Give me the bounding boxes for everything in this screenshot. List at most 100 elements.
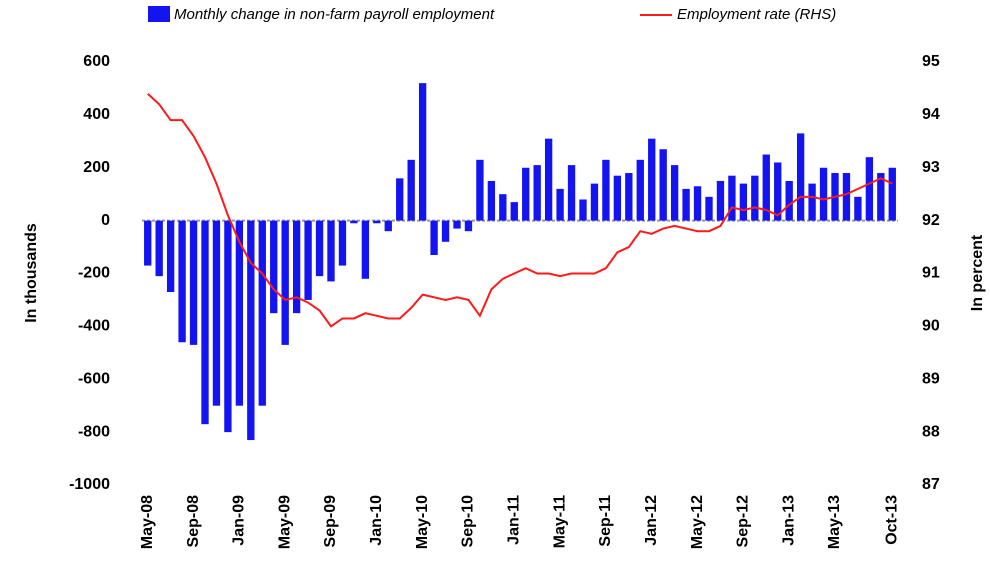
bar [510, 202, 518, 221]
bar [304, 220, 312, 300]
y-tick-label: 400 [83, 106, 110, 123]
bar [384, 220, 392, 232]
y-tick-label: -1000 [69, 476, 110, 493]
y-tick-label: -800 [78, 423, 110, 440]
y-tick-label: 600 [83, 53, 110, 70]
bar [705, 196, 713, 221]
bar [189, 220, 198, 345]
bar [235, 220, 244, 406]
bar [648, 138, 656, 221]
bar [533, 165, 541, 221]
bar [201, 220, 209, 425]
bar [670, 165, 679, 221]
x-tick-label: Sep-08 [185, 495, 202, 548]
y-tick-label: -600 [78, 370, 110, 387]
y-tick-label: 0 [101, 212, 110, 229]
bar [751, 175, 759, 221]
bar [888, 167, 896, 221]
x-tick-label: Sep-09 [322, 495, 339, 548]
bar [178, 220, 186, 343]
bar [258, 220, 266, 406]
bar [877, 173, 885, 221]
bar [808, 183, 816, 221]
bar [224, 220, 232, 433]
bar [487, 180, 496, 221]
y-tick-label: -200 [78, 265, 110, 282]
bar [842, 173, 851, 221]
bar [476, 159, 484, 221]
bar [350, 220, 358, 224]
x-tick-label: Oct-13 [883, 495, 900, 545]
bar [212, 220, 221, 406]
y2-axis-title: In percent [969, 234, 986, 311]
x-tick-label: Jan-12 [643, 495, 660, 546]
y2-tick-label: 90 [922, 318, 940, 335]
bar [464, 220, 473, 232]
bar [774, 162, 782, 221]
y2-tick-label: 91 [922, 265, 940, 282]
y-tick-label: 200 [83, 159, 110, 176]
bar [819, 167, 828, 221]
bar [785, 180, 793, 221]
bar [453, 220, 461, 229]
x-tick-label: Sep-12 [735, 495, 752, 548]
x-tick-label: Sep-11 [597, 495, 614, 547]
bar [682, 188, 690, 221]
y2-tick-label: 87 [922, 476, 940, 493]
bar [590, 183, 599, 221]
bar [567, 165, 576, 221]
x-tick-label: Jan-09 [231, 495, 248, 546]
y2-tick-label: 95 [922, 53, 940, 70]
bar [579, 199, 587, 221]
bar [659, 149, 667, 221]
bar [796, 133, 805, 221]
y2-tick-label: 92 [922, 212, 940, 229]
x-tick-label: Jan-11 [505, 495, 522, 545]
legend-swatch-bar [148, 6, 170, 22]
line [147, 92, 893, 328]
y2-tick-label: 93 [922, 159, 940, 176]
bar [315, 220, 324, 277]
bar [247, 220, 255, 441]
bar [625, 173, 633, 221]
legend-label: Employment rate (RHS) [677, 6, 836, 23]
x-tick-label: Jan-13 [780, 495, 797, 546]
x-tick-label: May-10 [414, 495, 431, 549]
bar [166, 220, 175, 293]
bar [441, 220, 450, 242]
bar [716, 180, 725, 221]
bar [373, 220, 381, 224]
bar [522, 167, 530, 221]
bar [407, 159, 415, 221]
bar [613, 175, 622, 221]
y-tick-label: -400 [78, 318, 110, 335]
x-tick-label: May-09 [276, 495, 293, 549]
bar [418, 83, 427, 221]
x-tick-label: Jan-10 [368, 495, 385, 546]
y2-tick-label: 94 [922, 106, 940, 123]
bar [327, 220, 335, 282]
bar [762, 154, 770, 221]
bar [270, 220, 278, 314]
bar [292, 220, 301, 314]
bar [544, 138, 553, 221]
x-tick-label: May-08 [139, 495, 156, 549]
bar [281, 220, 289, 345]
bar [636, 159, 644, 221]
bar [430, 220, 438, 255]
legend-label: Monthly change in non-farm payroll emplo… [174, 6, 495, 23]
bar [728, 175, 736, 221]
bar [361, 220, 370, 279]
bar [602, 159, 610, 221]
bar [396, 178, 404, 221]
bar [854, 196, 862, 221]
x-tick-label: May-12 [689, 495, 706, 549]
y2-tick-label: 89 [922, 370, 940, 387]
bar [338, 220, 347, 266]
x-tick-label: May-13 [826, 495, 843, 549]
bar [693, 186, 702, 221]
x-tick-label: May-11 [551, 495, 568, 548]
bar [499, 194, 507, 221]
bar [865, 157, 874, 221]
